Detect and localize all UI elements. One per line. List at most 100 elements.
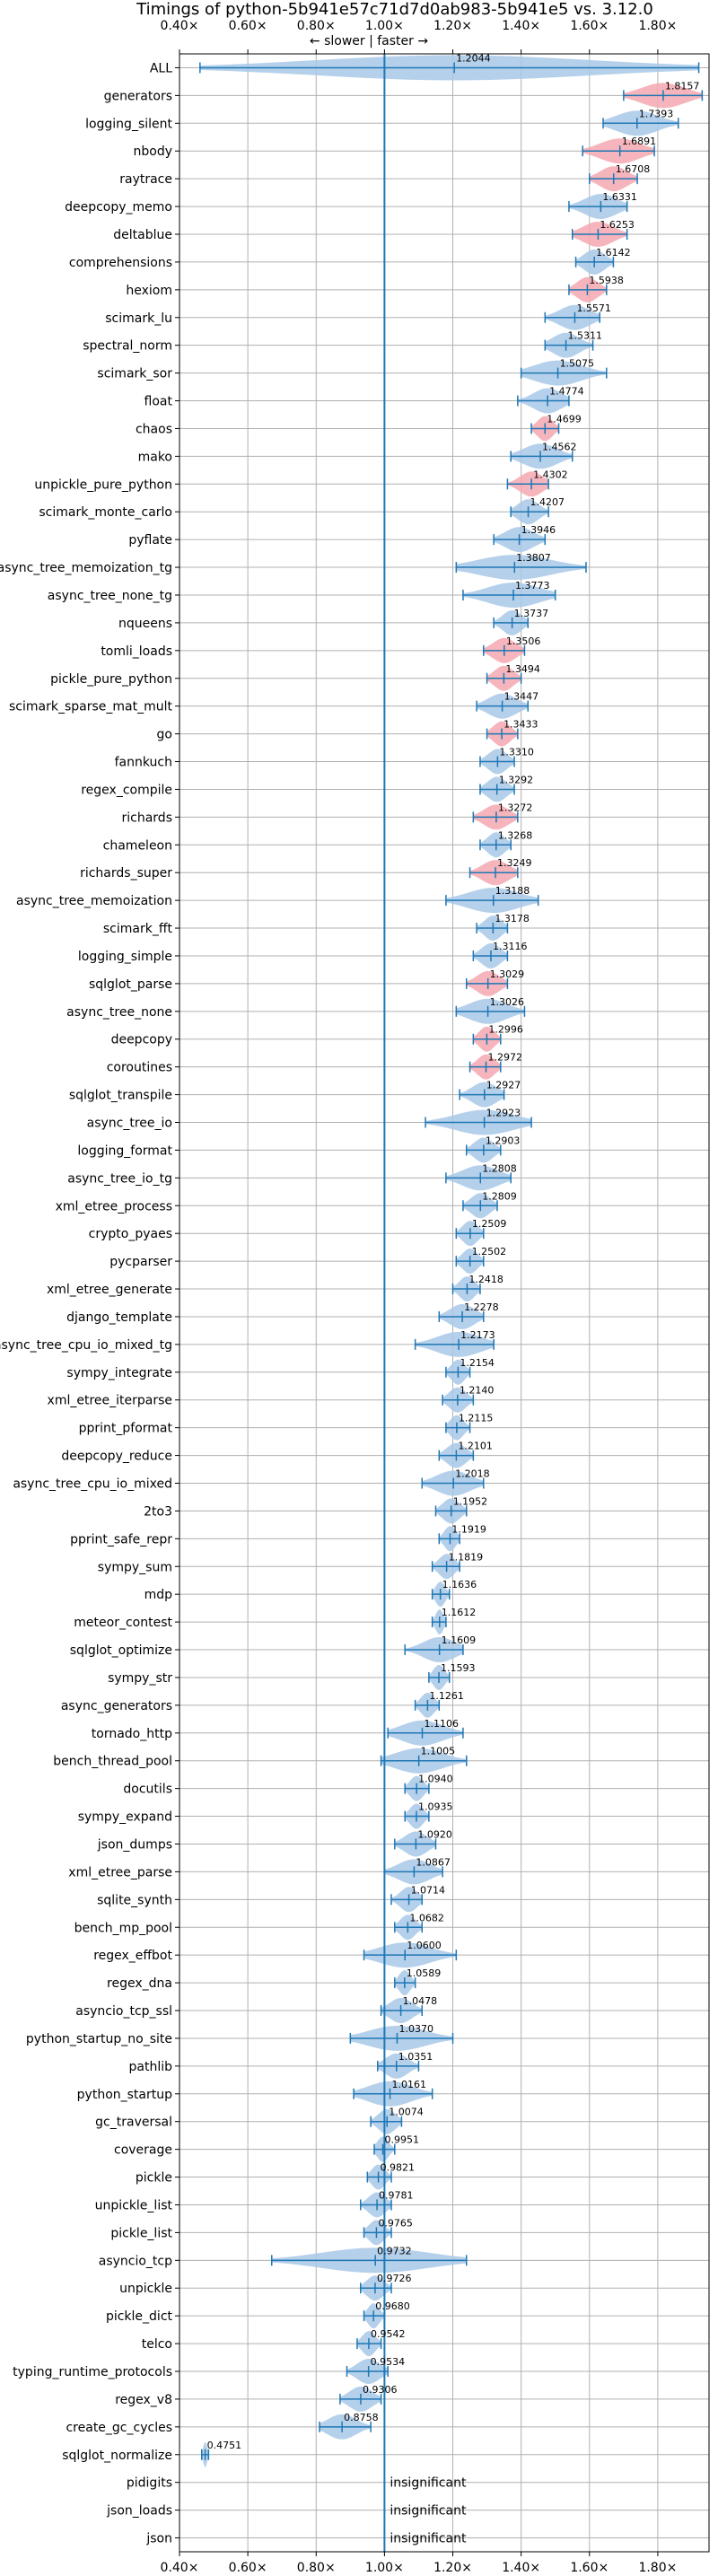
- mean-label: 1.2923: [486, 1108, 521, 1119]
- mean-label: 1.0589: [407, 1967, 442, 1979]
- mean-label: 1.1919: [451, 1523, 486, 1535]
- mean-label: 1.0478: [403, 1995, 438, 2007]
- benchmark-label: logging_silent: [85, 117, 172, 131]
- benchmark-label: xml_etree_process: [56, 1199, 172, 1214]
- mean-label: 1.4562: [542, 441, 577, 452]
- benchmark-label: sqlglot_transpile: [69, 1089, 172, 1103]
- mean-label: 1.2044: [456, 52, 491, 64]
- mean-label: 0.8758: [344, 2412, 379, 2423]
- chart-title: Timings of python-5b941e57c71d7d0ab983-5…: [136, 0, 653, 19]
- benchmark-label: richards: [122, 810, 173, 825]
- benchmark-label: sqlite_synth: [97, 1893, 172, 1907]
- x-tick-label-top: 1.60×: [570, 19, 609, 33]
- benchmark-label: sqlglot_optimize: [70, 1643, 172, 1658]
- mean-label: 1.2140: [460, 1385, 495, 1397]
- mean-label: 1.1636: [442, 1579, 477, 1590]
- mean-label: 0.9732: [377, 2245, 412, 2256]
- mean-label: 1.1106: [424, 1718, 459, 1730]
- x-tick-label-top: 0.80×: [297, 19, 336, 33]
- benchmark-label: scimark_lu: [105, 311, 172, 326]
- benchmark-label: sympy_integrate: [66, 1366, 172, 1380]
- x-tick-label-bottom: 1.60×: [570, 2561, 609, 2575]
- mean-label: 1.1952: [453, 1495, 488, 1507]
- mean-label: 1.5571: [576, 302, 611, 314]
- benchmark-label: sympy_sum: [98, 1560, 172, 1574]
- mean-label: 1.8157: [665, 80, 700, 92]
- mean-label: 1.6142: [596, 247, 631, 258]
- x-tick-label-bottom: 0.80×: [297, 2561, 336, 2575]
- mean-label: 1.2018: [455, 1468, 490, 1479]
- benchmark-label: float: [144, 395, 173, 409]
- insignificant-label: insignificant: [390, 2532, 467, 2546]
- x-tick-label-top: 0.40×: [161, 19, 199, 33]
- benchmark-label: fannkuch: [115, 756, 172, 770]
- benchmark-label: deepcopy_memo: [65, 200, 172, 215]
- insignificant-label: insignificant: [390, 2476, 467, 2491]
- benchmark-label: unpickle: [119, 2282, 172, 2296]
- mean-label: 0.9821: [381, 2162, 416, 2174]
- benchmark-label: mako: [138, 450, 172, 464]
- mean-label: 1.3029: [490, 968, 525, 980]
- benchmark-label: json: [145, 2532, 172, 2546]
- mean-label: 0.9306: [363, 2384, 398, 2396]
- benchmark-label: deepcopy: [111, 1033, 172, 1047]
- benchmark-label: async_tree_cpu_io_mixed: [13, 1476, 172, 1491]
- benchmark-label: logging_simple: [78, 950, 172, 964]
- plot-frame: [179, 53, 710, 2553]
- mean-label: 1.1593: [441, 1662, 476, 1674]
- benchmark-label: regex_dna: [107, 1976, 172, 1991]
- benchmark-label: pidigits: [127, 2476, 172, 2491]
- benchmark-label: asyncio_tcp: [99, 2254, 172, 2268]
- benchmark-label: raytrace: [119, 172, 172, 187]
- benchmark-label: pprint_pformat: [79, 1422, 173, 1436]
- mean-label: 1.2809: [482, 1190, 517, 1202]
- benchmark-label: pickle: [136, 2171, 172, 2186]
- benchmark-label: comprehensions: [69, 256, 172, 270]
- mean-label: 1.3249: [497, 857, 532, 869]
- benchmark-label: scimark_sor: [97, 367, 172, 381]
- benchmark-label: sqlglot_normalize: [62, 2449, 172, 2463]
- benchmark-label: sqlglot_parse: [89, 977, 172, 992]
- benchmark-label: asyncio_tcp_ssl: [75, 2004, 172, 2019]
- axes: 0.40× 0.40× 0.60× 0.60× 0.80× 0.80× 1.00× 1.00×…: [161, 19, 710, 2575]
- x-tick-label-bottom: 1.80×: [638, 2561, 677, 2575]
- mean-label: 1.3494: [505, 663, 540, 675]
- mean-label: 1.3506: [506, 635, 541, 647]
- insignificant-label: insignificant: [390, 2504, 467, 2519]
- x-tick-label-bottom: 0.40×: [161, 2561, 199, 2575]
- slower-faster-annotation: ← slower | faster →: [310, 34, 428, 48]
- benchmark-label: spectral_norm: [83, 339, 172, 354]
- x-tick-label-bottom: 1.20×: [433, 2561, 472, 2575]
- mean-label: 1.4774: [549, 386, 584, 398]
- mean-label: 1.0940: [418, 1774, 453, 1785]
- labels: ALL 1.2044 generators 1.8157 logging_silent 1…: [0, 52, 699, 2545]
- mean-label: 1.0370: [398, 2023, 433, 2035]
- mean-label: 1.0920: [417, 1828, 452, 1840]
- benchmark-label: pprint_safe_repr: [70, 1532, 172, 1546]
- benchmark-label: logging_format: [77, 1143, 172, 1158]
- benchmark-label: scimark_fft: [103, 922, 173, 936]
- benchmark-label: regex_compile: [81, 783, 172, 797]
- mean-label: 1.2173: [460, 1329, 495, 1341]
- mean-label: 1.3292: [499, 774, 534, 785]
- benchmark-label: sympy_expand: [78, 1810, 172, 1825]
- mean-label: 1.1819: [449, 1551, 484, 1563]
- mean-label: 1.2154: [460, 1357, 495, 1369]
- benchmark-label: coroutines: [107, 1061, 172, 1075]
- x-tick-label-top: 0.60×: [229, 19, 267, 33]
- x-tick-label-bottom: 1.00×: [365, 2561, 404, 2575]
- benchmark-label: nbody: [134, 145, 173, 159]
- mean-label: 0.9765: [378, 2217, 413, 2229]
- mean-label: 1.2278: [464, 1301, 499, 1313]
- mean-label: 1.6253: [600, 219, 635, 231]
- mean-label: 1.3946: [521, 524, 556, 536]
- mean-label: 1.2808: [482, 1162, 517, 1174]
- benchmark-label: xml_etree_generate: [47, 1283, 172, 1297]
- benchmark-label: hexiom: [126, 284, 172, 298]
- benchmark-label: pyflate: [128, 533, 172, 548]
- mean-label: 1.3116: [493, 941, 528, 952]
- benchmark-label: chaos: [136, 422, 172, 436]
- mean-label: 1.3268: [498, 829, 533, 841]
- x-tick-label-top: 1.00×: [365, 19, 404, 33]
